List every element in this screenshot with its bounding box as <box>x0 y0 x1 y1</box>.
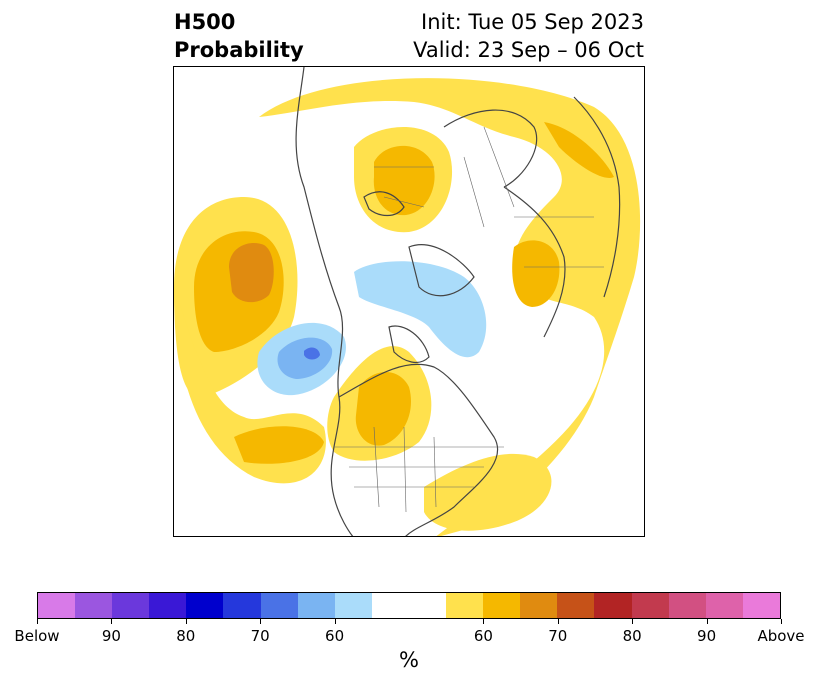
colorbar-unit-label: % <box>399 648 419 672</box>
colorbar-cell <box>483 593 521 618</box>
colorbar-tick-mark <box>260 619 262 624</box>
colorbar-tick-mark <box>557 619 559 624</box>
gulf-of-alaska-below-region <box>257 322 346 396</box>
central-canada-above-region <box>327 346 432 461</box>
colorbar-cell <box>112 593 150 618</box>
colorbar-cell <box>223 593 261 618</box>
chart-title-left: H500 Probability <box>174 8 304 64</box>
colorbar-tick-mark <box>185 619 187 624</box>
colorbar-tick-label: 60 <box>473 627 493 645</box>
colorbar-tick-label: 80 <box>622 627 642 645</box>
colorbar-tick-mark <box>334 619 336 624</box>
colorbar-tick-mark <box>632 619 634 624</box>
arctic-ocean-below-region <box>354 261 487 358</box>
east-asia-above-region <box>259 78 641 536</box>
init-date-label: Init: Tue 05 Sep 2023 <box>421 10 644 34</box>
colorbar-tick-mark <box>781 619 782 624</box>
colorbar-tick-mark <box>706 619 708 624</box>
variable-label: H500 <box>174 10 236 34</box>
colorbar-cell <box>557 593 595 618</box>
colorbar-cell <box>705 593 743 618</box>
atlantic-above-region <box>424 453 552 531</box>
colorbar-tick-mark <box>111 619 113 624</box>
valid-range-label: Valid: 23 Sep – 06 Oct <box>413 38 644 62</box>
colorbar-cell <box>149 593 187 618</box>
colorbar <box>37 592 781 619</box>
colorbar-cell <box>742 593 780 618</box>
political-borders <box>334 126 604 513</box>
colorbar-cell <box>594 593 632 618</box>
colorbar-cell <box>297 593 335 618</box>
colorbar-cell <box>520 593 558 618</box>
colorbar-cell <box>668 593 706 618</box>
chart-title-right: Init: Tue 05 Sep 2023 Valid: 23 Sep – 06… <box>413 8 644 64</box>
colorbar-cell <box>186 593 224 618</box>
colorbar-cell <box>75 593 113 618</box>
colorbar-cell <box>334 593 372 618</box>
colorbar-tick-label: 90 <box>697 627 717 645</box>
colorbar-tick-mark <box>37 619 38 624</box>
colorbar-tick-label: 60 <box>325 627 345 645</box>
north-pacific-above-region <box>174 197 298 398</box>
colorbar-cell <box>260 593 298 618</box>
colorbar-tick-label: 80 <box>176 627 196 645</box>
coastlines <box>295 67 621 536</box>
colorbar-cell <box>446 593 484 618</box>
colorbar-tick-label: 90 <box>101 627 121 645</box>
colorbar-tick-label: Below <box>14 627 60 645</box>
colorbar-tick-mark <box>483 619 485 624</box>
colorbar-cell <box>38 593 76 618</box>
colorbar-cell <box>631 593 669 618</box>
scandinavia-above-region <box>354 127 453 233</box>
colorbar-tick-label: 70 <box>548 627 568 645</box>
colorbar-cell <box>408 593 447 618</box>
map-panel <box>173 66 645 537</box>
colorbar-tick-label: Above <box>757 627 805 645</box>
probability-map <box>174 67 641 536</box>
pacific-band-above-region <box>174 287 326 484</box>
colorbar-tick-label: 70 <box>250 627 270 645</box>
product-label: Probability <box>174 38 304 62</box>
colorbar-cell <box>371 593 409 618</box>
